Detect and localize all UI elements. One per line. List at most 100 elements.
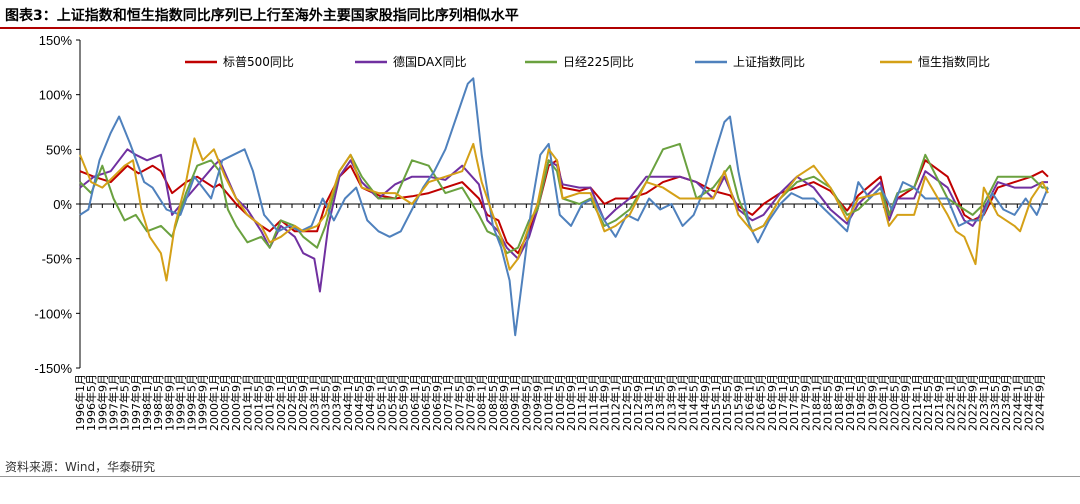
- y-tick-label: -100%: [34, 306, 72, 321]
- x-tick-label: 2016年5月: [754, 374, 768, 431]
- x-tick-label: 2000年9月: [229, 374, 243, 431]
- line-chart: -150%-100%-50%0%50%100%150% 1996年1月1996年…: [34, 33, 1049, 431]
- x-tick-label: 2009年9月: [530, 374, 544, 431]
- x-tick-label: 2017年1月: [776, 374, 790, 431]
- source-note: 资料来源：Wind，华泰研究: [5, 460, 156, 474]
- legend-label: 标普500同比: [223, 55, 294, 69]
- x-tick-label: 2012年1月: [609, 374, 623, 431]
- x-tick-label: 2003年5月: [318, 374, 332, 431]
- x-tick-label: 2013年5月: [653, 374, 667, 431]
- legend-label: 日经225同比: [563, 55, 634, 69]
- x-tick-label: 2007年9月: [464, 374, 478, 431]
- x-tick-label: 2008年1月: [475, 374, 489, 431]
- x-tick-label: 2012年9月: [631, 374, 645, 431]
- x-tick-label: 1997年9月: [129, 374, 143, 431]
- x-tick-label: 2002年1月: [274, 374, 288, 431]
- y-tick-label: -50%: [42, 252, 73, 267]
- x-tick-label: 2020年1月: [876, 374, 890, 431]
- title-bar: 图表3：上证指数和恒生指数同比序列已上行至海外主要国家股指同比序列相似水平: [0, 0, 1080, 29]
- legend-label: 上证指数同比: [733, 54, 805, 69]
- legend-label: 德国DAX同比: [393, 54, 466, 69]
- x-tick-label: 1997年5月: [118, 374, 132, 431]
- x-tick-label: 2000年5月: [218, 374, 232, 431]
- x-tick-label: 2013年1月: [642, 374, 656, 431]
- title-rule: [0, 27, 1080, 29]
- legend: 标普500同比 德国DAX同比 日经225同比 上证指数同比 恒生指数同比: [185, 54, 990, 69]
- x-tick-label: 2018年9月: [832, 374, 846, 431]
- x-tick-label: 2022年1月: [943, 374, 957, 431]
- x-tick-label: 2001年9月: [263, 374, 277, 431]
- x-tick-label: 1996年1月: [73, 374, 87, 431]
- series-line-5: [79, 137, 1049, 282]
- y-axis: -150% -100% -50% 0% 50% 100% 150%: [34, 33, 81, 376]
- x-tick-label: 2005年5月: [385, 374, 399, 431]
- x-tick-label: 2024年1月: [1010, 374, 1024, 431]
- x-tick-label: 2001年5月: [252, 374, 266, 431]
- x-tick-label: 2007年1月: [441, 374, 455, 431]
- x-tick-label: 2016年1月: [743, 374, 757, 431]
- x-tick-label: 1998年5月: [151, 374, 165, 431]
- x-tick-label: 2014年5月: [687, 374, 701, 431]
- x-tick-label: 2014年1月: [676, 374, 690, 431]
- x-tick-label: 2002年9月: [296, 374, 310, 431]
- x-tick-label: 2010年1月: [542, 374, 556, 431]
- x-tick-label: 2000年1月: [207, 374, 221, 431]
- x-tick-label: 2006年5月: [419, 374, 433, 431]
- x-tick-label: 2015年1月: [709, 374, 723, 431]
- series-layer: [79, 77, 1049, 337]
- x-tick-label: 2019年1月: [843, 374, 857, 431]
- x-tick-label: 2009年5月: [519, 374, 533, 431]
- x-tick-label: 2023年1月: [977, 374, 991, 431]
- x-tick-label: 2017年5月: [787, 374, 801, 431]
- x-tick-label: 2016年9月: [765, 374, 779, 431]
- x-tick-label: 1998年9月: [162, 374, 176, 431]
- x-tick-label: 2004年9月: [363, 374, 377, 431]
- y-tick-label: 50%: [46, 142, 72, 157]
- x-tick-label: 2024年9月: [1033, 374, 1047, 431]
- x-tick-label: 2018年5月: [821, 374, 835, 431]
- x-tick-label: 2024年5月: [1021, 374, 1035, 431]
- x-tick-label: 2006年9月: [430, 374, 444, 431]
- x-tick-label: 1999年5月: [185, 374, 199, 431]
- x-tick-label: 1999年9月: [196, 374, 210, 431]
- x-tick-label: 2011年1月: [575, 374, 589, 431]
- y-tick-label: 150%: [39, 33, 73, 48]
- x-tick-label: 2021年1月: [910, 374, 924, 431]
- x-tick-label: 1998年1月: [140, 374, 154, 431]
- x-tick-label: 2015年9月: [731, 374, 745, 431]
- legend-label: 恒生指数同比: [918, 54, 990, 69]
- x-tick-label: 2018年1月: [809, 374, 823, 431]
- x-tick-label: 2019年9月: [865, 374, 879, 431]
- x-tick-label: 2011年5月: [586, 374, 600, 431]
- x-tick-label: 2005年1月: [374, 374, 388, 431]
- x-tick-label: 2011年9月: [597, 374, 611, 431]
- x-tick-label: 1996年5月: [84, 374, 98, 431]
- x-tick-label: 2004年5月: [352, 374, 366, 431]
- x-tick-label: 2022年5月: [955, 374, 969, 431]
- figure-title: 图表3：上证指数和恒生指数同比序列已上行至海外主要国家股指同比序列相似水平: [5, 8, 519, 24]
- x-tick-label: 2019年5月: [854, 374, 868, 431]
- x-tick-label: 2021年9月: [932, 374, 946, 431]
- x-tick-label: 2023年5月: [988, 374, 1002, 431]
- x-tick-label: 2017年9月: [798, 374, 812, 431]
- x-tick-label: 2020年9月: [899, 374, 913, 431]
- x-tick-label: 2007年5月: [452, 374, 466, 431]
- y-tick-label: -150%: [34, 361, 72, 376]
- x-tick-label: 2010年9月: [564, 374, 578, 431]
- x-axis: 1996年1月1996年5月1996年9月1997年1月1997年5月1997年…: [73, 203, 1048, 431]
- x-tick-label: 2001年1月: [240, 374, 254, 431]
- x-tick-label: 2020年5月: [888, 374, 902, 431]
- x-tick-label: 2005年9月: [397, 374, 411, 431]
- x-tick-label: 1997年1月: [106, 374, 120, 431]
- bottom-rule: [0, 476, 1080, 477]
- series-line-4: [79, 77, 1049, 337]
- x-tick-label: 1996年9月: [95, 374, 109, 431]
- x-tick-label: 2012年5月: [620, 374, 634, 431]
- x-tick-label: 2003年9月: [330, 374, 344, 431]
- x-tick-label: 2008年5月: [486, 374, 500, 431]
- x-tick-label: 2023年9月: [999, 374, 1013, 431]
- x-tick-label: 2002年5月: [285, 374, 299, 431]
- x-tick-label: 2006年1月: [408, 374, 422, 431]
- x-tick-label: 1999年1月: [173, 374, 187, 431]
- x-tick-label: 2008年9月: [497, 374, 511, 431]
